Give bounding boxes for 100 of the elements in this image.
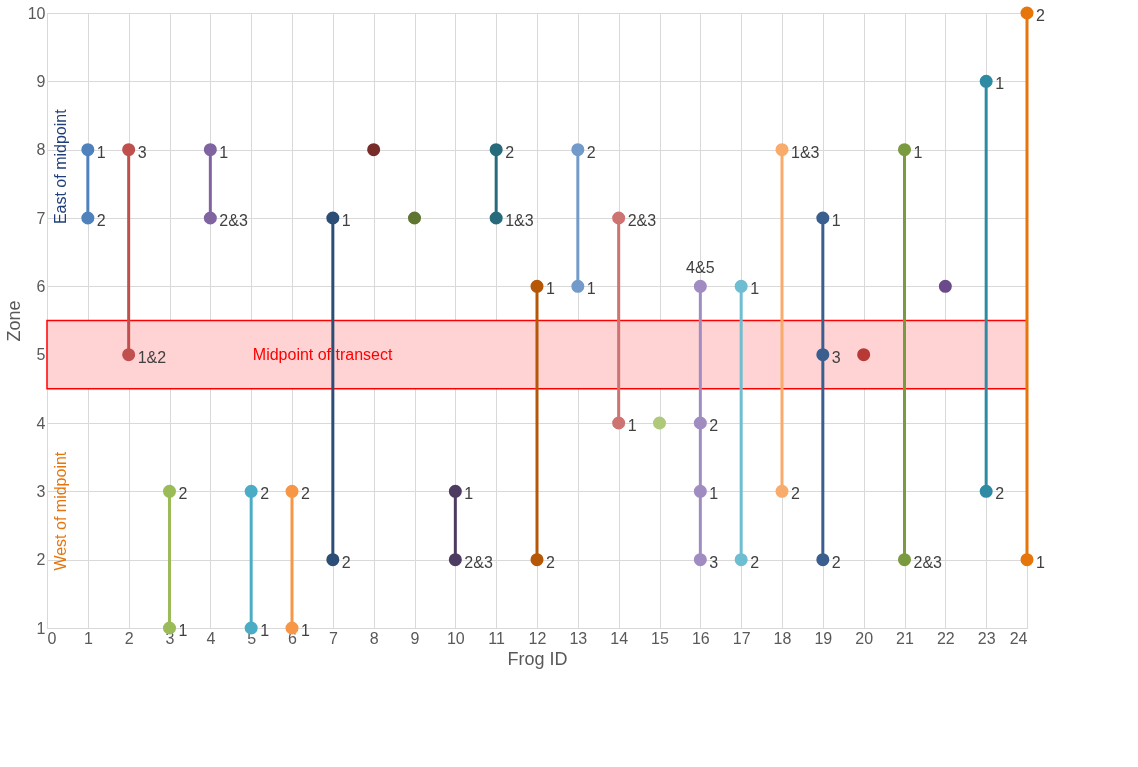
x-tick-label: 0 xyxy=(47,629,57,647)
annotation: 2 xyxy=(301,485,310,503)
annotation: 1 xyxy=(546,280,555,298)
annotation: 2 xyxy=(750,553,760,571)
point xyxy=(693,484,707,498)
annotation: 1 xyxy=(219,143,229,161)
y-axis-title: Zone xyxy=(3,300,24,342)
point xyxy=(979,74,993,88)
band-label: Midpoint of transect xyxy=(252,345,393,363)
annotation: 1&3 xyxy=(791,143,820,161)
point xyxy=(775,143,789,157)
annotation: 1&3 xyxy=(505,212,534,229)
x-tick-label: 24 xyxy=(1009,629,1028,647)
x-tick-label: 12 xyxy=(528,629,547,647)
point xyxy=(203,143,217,157)
x-tick-label: 8 xyxy=(369,629,379,647)
point xyxy=(612,211,626,225)
point xyxy=(1020,6,1034,20)
point xyxy=(326,211,340,225)
point xyxy=(734,553,748,567)
point xyxy=(203,211,217,225)
y-tick-label: 9 xyxy=(36,72,46,90)
x-tick-label: 19 xyxy=(814,629,833,647)
annotation: West of midpoint xyxy=(52,451,69,571)
annotation: 2 xyxy=(995,485,1005,503)
point xyxy=(448,553,462,567)
x-tick-label: 22 xyxy=(936,629,955,647)
point xyxy=(979,484,993,498)
point xyxy=(122,143,136,157)
annotation: 1 xyxy=(995,75,1005,93)
y-tick-label: 5 xyxy=(36,346,46,364)
y-tick-label: 3 xyxy=(36,482,46,500)
point xyxy=(857,348,871,362)
annotation: 2 xyxy=(96,212,106,229)
point xyxy=(571,143,585,157)
point xyxy=(81,211,95,225)
x-tick-label: 23 xyxy=(977,629,996,647)
annotation: 3 xyxy=(137,143,147,161)
point xyxy=(244,621,258,635)
annotation: 2 xyxy=(505,143,515,161)
point xyxy=(816,553,830,567)
x-tick-label: 16 xyxy=(691,629,710,647)
point xyxy=(407,211,422,225)
point xyxy=(285,484,299,498)
annotation: 2 xyxy=(831,553,841,571)
annotation: 2 xyxy=(709,417,719,434)
annotation: 2 xyxy=(791,485,800,503)
point xyxy=(693,553,707,567)
annotation: East of midpoint xyxy=(52,108,69,225)
point xyxy=(489,143,503,157)
point xyxy=(122,348,136,362)
x-tick-label: 17 xyxy=(732,629,751,647)
point xyxy=(489,211,503,225)
point xyxy=(693,279,707,293)
annotation: 1 xyxy=(831,212,841,229)
point xyxy=(612,416,626,430)
point xyxy=(571,279,585,293)
annotation: 2 xyxy=(260,485,270,503)
point xyxy=(652,416,667,430)
point xyxy=(775,484,789,498)
point xyxy=(897,143,912,157)
annotation: 2&3 xyxy=(464,553,493,571)
x-tick-label: 18 xyxy=(773,629,792,647)
annotation: 2&3 xyxy=(913,553,943,571)
point xyxy=(897,553,912,567)
point xyxy=(285,621,299,635)
annotation: 4&5 xyxy=(686,259,715,277)
annotation: 1 xyxy=(96,143,106,161)
annotation: 3 xyxy=(709,553,719,571)
point xyxy=(162,621,177,635)
annotation: 2 xyxy=(1036,7,1045,24)
annotation: 3 xyxy=(831,348,841,366)
point xyxy=(244,484,258,498)
annotation: 2 xyxy=(178,485,188,503)
y-tick-label: 10 xyxy=(27,4,46,22)
annotation: 1 xyxy=(586,280,596,298)
x-tick-label: 1 xyxy=(83,629,93,647)
y-tick-label: 2 xyxy=(36,551,46,569)
point xyxy=(530,553,544,567)
point xyxy=(81,143,95,157)
x-tick-label: 14 xyxy=(610,629,629,647)
point xyxy=(530,279,544,293)
point xyxy=(367,143,381,157)
point xyxy=(1020,553,1034,567)
y-tick-label: 7 xyxy=(36,209,46,227)
x-tick-label: 11 xyxy=(488,629,506,647)
annotation: 1 xyxy=(464,485,474,503)
annotation: 1 xyxy=(1036,553,1045,571)
annotation: 2 xyxy=(546,553,555,571)
point xyxy=(448,484,462,498)
point xyxy=(938,279,952,293)
x-tick-label: 13 xyxy=(569,629,588,647)
annotation: 2 xyxy=(341,553,351,571)
point xyxy=(734,279,748,293)
y-tick-label: 8 xyxy=(36,141,46,159)
annotation: 1 xyxy=(627,417,637,434)
point xyxy=(162,484,177,498)
point xyxy=(816,348,830,362)
annotation: 1 xyxy=(341,212,351,229)
x-tick-label: 10 xyxy=(446,629,465,647)
